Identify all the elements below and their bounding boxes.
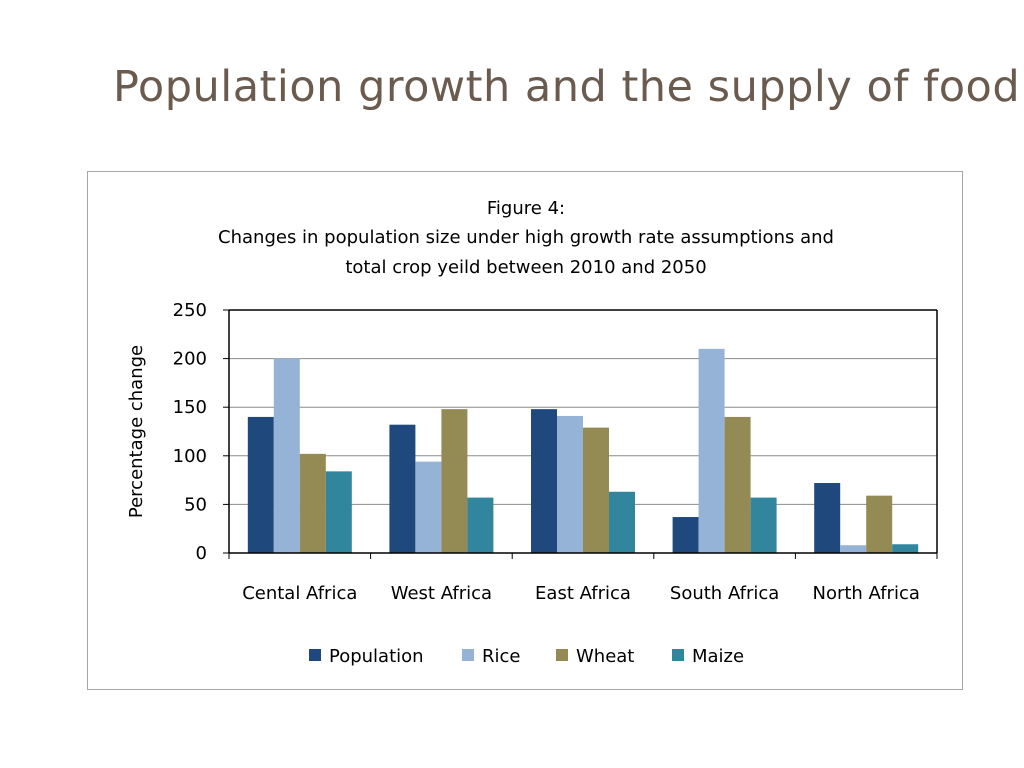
bar-maize	[325, 471, 352, 553]
chart-frame: Figure 4: Changes in population size unde…	[87, 171, 963, 690]
legend-label-population: Population	[329, 646, 424, 667]
y-tick-label: 0	[196, 543, 207, 564]
x-tick-label: North Africa	[812, 583, 919, 604]
bar-population	[814, 483, 841, 553]
legend-swatch-population	[309, 649, 321, 661]
bar-chart: Figure 4: Changes in population size unde…	[126, 198, 938, 667]
bar-wheat	[299, 453, 326, 553]
legend-swatch-maize	[672, 649, 684, 661]
bar-maize	[750, 497, 777, 553]
legend-swatch-rice	[462, 649, 474, 661]
bar-rice	[840, 545, 867, 553]
bar-rice	[698, 348, 725, 553]
bar-population	[672, 517, 699, 553]
bar-maize	[467, 497, 494, 553]
bar-maize	[609, 491, 635, 553]
bar-rice	[557, 415, 583, 553]
y-tick-label: 50	[184, 494, 207, 515]
bars	[247, 348, 919, 553]
legend-label-maize: Maize	[692, 646, 744, 667]
y-tick-label: 250	[173, 300, 207, 321]
axes	[223, 309, 938, 559]
bar-population	[531, 409, 557, 553]
bar-population	[389, 424, 416, 553]
bar-rice	[273, 358, 300, 553]
y-tick-labels: 0 50 100 150 200 250	[173, 300, 207, 564]
bar-wheat	[441, 409, 468, 553]
legend-label-rice: Rice	[482, 646, 520, 667]
chart-title-line: total crop yeild between 2010 and 2050	[345, 257, 706, 278]
chart-title: Figure 4: Changes in population size unde…	[218, 198, 834, 278]
x-tick-label: West Africa	[391, 583, 492, 604]
x-tick-label: Cental Africa	[242, 583, 357, 604]
bar-wheat	[724, 416, 751, 553]
bar-rice	[415, 461, 442, 553]
legend: Population Rice Wheat Maize	[309, 646, 744, 667]
y-tick-label: 200	[173, 349, 207, 370]
y-tick-label: 100	[173, 446, 207, 467]
y-axis-label: Percentage change	[126, 345, 147, 518]
x-tick-label: South Africa	[670, 583, 779, 604]
x-tick-label: East Africa	[535, 583, 631, 604]
bar-wheat	[866, 495, 893, 553]
legend-swatch-wheat	[556, 649, 568, 661]
y-tick-label: 150	[173, 397, 207, 418]
chart-title-line: Figure 4:	[487, 198, 565, 219]
legend-label-wheat: Wheat	[576, 646, 634, 667]
bar-wheat	[583, 427, 609, 553]
bar-population	[247, 416, 274, 553]
chart-title-line: Changes in population size under high gr…	[218, 227, 834, 248]
bar-maize	[892, 544, 919, 553]
x-tick-labels: Cental Africa West Africa East Africa South…	[242, 583, 920, 604]
slide-title: Population growth and the supply of food	[113, 62, 1021, 112]
